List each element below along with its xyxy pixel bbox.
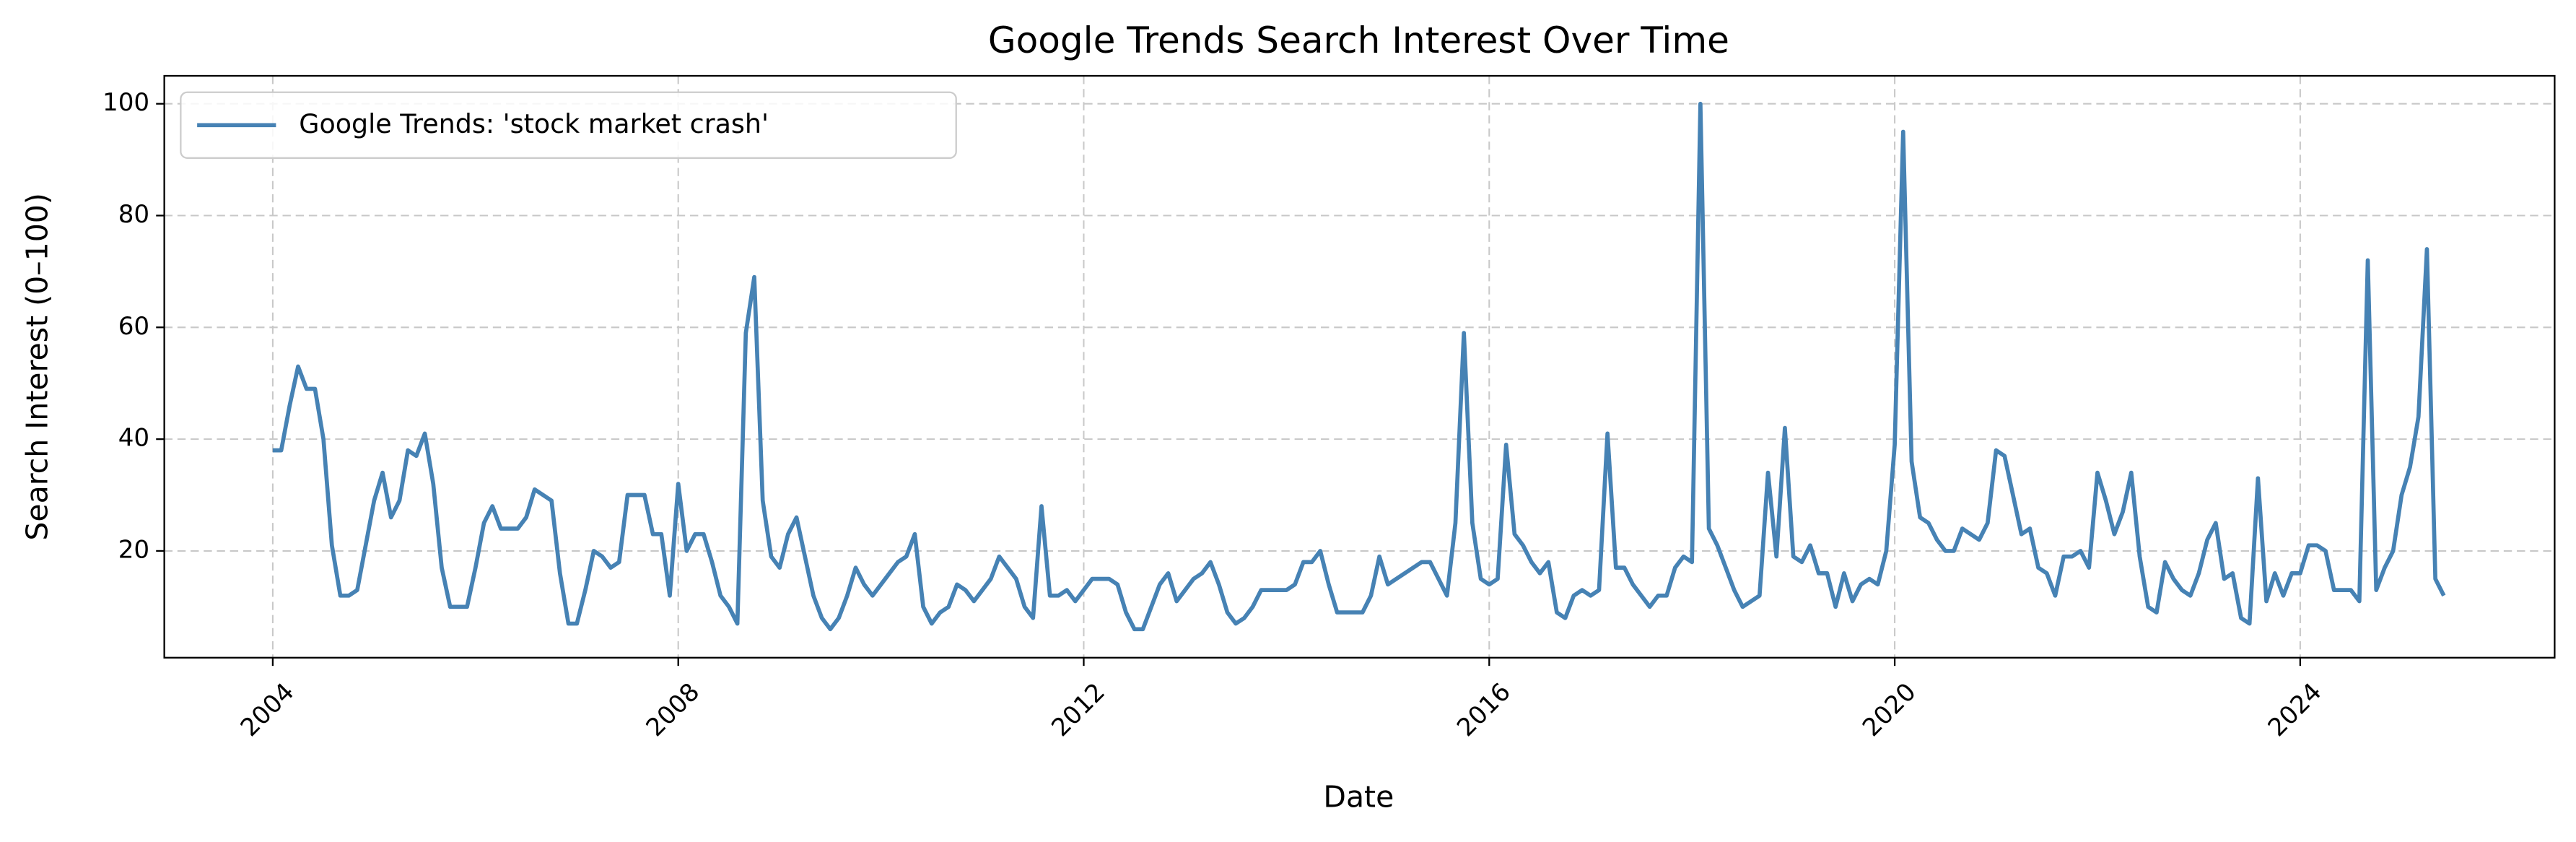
legend: Google Trends: 'stock market crash' (180, 91, 957, 159)
data-line (272, 101, 2446, 632)
x-tick-label: 2008 (641, 677, 706, 742)
y-axis-label: Search Interest (0–100) (20, 193, 55, 540)
x-tick-label: 2016 (1451, 677, 1516, 742)
y-tick-label: 80 (118, 200, 149, 229)
y-tick-label: 40 (118, 424, 149, 453)
plot-frame (163, 74, 2556, 659)
x-axis-label: Date (1323, 780, 1394, 815)
y-tick-label: 60 (118, 312, 149, 341)
x-tick-label: 2020 (1857, 677, 1922, 742)
x-tick-label: 2004 (235, 677, 300, 742)
x-tick-label: 2012 (1046, 677, 1111, 742)
chart-title: Google Trends Search Interest Over Time (988, 19, 1729, 61)
y-tick-label: 100 (102, 88, 149, 117)
legend-box (180, 91, 957, 159)
y-tick-label: 20 (118, 535, 149, 564)
legend-label: Google Trends: 'stock market crash' (299, 108, 769, 139)
plot-area (272, 101, 2446, 632)
x-tick-label: 2024 (2263, 677, 2328, 742)
grid: 20 40 60 80 100 2004 2008 2012 2016 2020 2024 (102, 76, 2555, 742)
